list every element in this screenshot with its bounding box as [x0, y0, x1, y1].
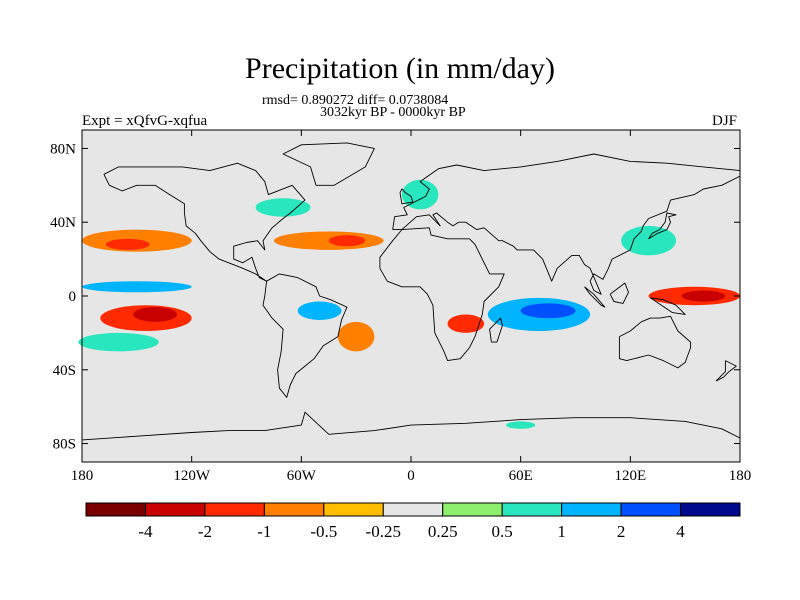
coastline-africa — [379, 227, 505, 362]
colorbar-bin — [263, 502, 325, 517]
coastline-new-guinea — [650, 297, 686, 315]
x-tick-label: 120E — [614, 468, 646, 484]
colorbar-bin — [85, 502, 146, 517]
coastline-eurasia — [392, 153, 741, 295]
x-tick-label: 60W — [287, 468, 317, 484]
colorbar-label: 1 — [557, 522, 566, 541]
colorbar-label: -0.25 — [366, 522, 401, 541]
colorbar-bin — [680, 502, 741, 517]
coastline-antarctica — [81, 411, 741, 441]
coastlines — [81, 142, 741, 441]
x-tick-label: 180 — [71, 468, 94, 484]
map-background — [82, 130, 740, 462]
anomaly-south-america-wet — [297, 301, 342, 320]
x-tick-label: 60E — [509, 468, 533, 484]
coastline-greenland — [282, 142, 375, 186]
colorbar-bin — [204, 502, 265, 517]
x-tick-label: 120W — [173, 468, 211, 484]
coastline-uk — [399, 188, 414, 205]
anomaly-south-pacific-wet — [78, 332, 159, 352]
y-tick-label: 40S — [53, 363, 76, 379]
colorbar-label: 2 — [617, 522, 626, 541]
anomaly-field — [78, 130, 740, 462]
anomaly-north-america-wet — [255, 198, 311, 217]
colorbar-label: 0.5 — [492, 522, 513, 541]
y-tick-label: 80S — [53, 437, 76, 453]
anomaly-north-pacific-dry-core — [105, 238, 150, 250]
coastline-north-america — [103, 162, 306, 282]
anomaly-indian-ocean-wet-core — [520, 303, 576, 319]
colorbar: -4 -2 -1 -0.5 -0.25 0.25 0.5 1 2 4 — [85, 502, 741, 541]
x-tick-label: 0 — [407, 468, 415, 484]
colorbar-bin — [144, 502, 206, 517]
colorbar-bin — [442, 502, 503, 517]
y-tick-label: 80N — [50, 141, 76, 157]
colorbar-bin — [382, 502, 444, 517]
coastline-borneo — [609, 282, 629, 304]
anomaly-maritime-dry-core — [681, 290, 726, 302]
colorbar-label: 0.25 — [428, 522, 458, 541]
colorbar-label: -4 — [138, 522, 153, 541]
stats-line: rmsd= 0.890272 diff= 0.0738084 — [262, 93, 449, 108]
coastline-madagascar — [489, 317, 503, 343]
anomaly-europe-wet — [401, 179, 439, 210]
anomaly-south-atlantic-dry — [337, 321, 375, 352]
plot-title: Precipitation (in mm/day) — [245, 52, 555, 85]
y-tick-label: 40N — [50, 215, 76, 231]
coastline-sumatra — [584, 286, 606, 308]
colorbar-bin — [501, 502, 563, 517]
anomaly-east-pacific-wet — [82, 281, 192, 293]
colorbar-bin — [620, 502, 682, 517]
coastline-australia — [618, 315, 692, 369]
colorbar-label: -1 — [257, 522, 271, 541]
colorbar-label: 4 — [676, 522, 685, 541]
season-label: DJF — [712, 113, 738, 129]
y-tick-label: 0 — [69, 289, 77, 305]
anomaly-south-africa-dry — [447, 314, 485, 333]
map-ticks: 80N 40N 0 40S 80S 180 120W 60W 0 60E 120E 180 — [50, 130, 751, 484]
x-tick-label: 180 — [729, 468, 752, 484]
colorbar-bin — [323, 502, 384, 517]
colorbar-label: -0.5 — [310, 522, 337, 541]
period-label: 3032kyr BP - 0000kyr BP — [320, 105, 466, 120]
anomaly-antarctic-coast-wet — [506, 421, 536, 429]
colorbar-bin — [561, 502, 622, 517]
anomaly-pacific-south-dry-core — [133, 307, 178, 322]
anomaly-east-asia-wet — [621, 225, 677, 256]
coastline-new-zealand — [715, 360, 737, 382]
colorbar-label: -2 — [198, 522, 212, 541]
experiment-label: Expt = xQfvG-xqfua — [82, 113, 208, 129]
coastline-south-america — [262, 273, 348, 398]
anomaly-north-atlantic-dry-core — [328, 235, 366, 247]
coastline-japan — [648, 212, 677, 240]
